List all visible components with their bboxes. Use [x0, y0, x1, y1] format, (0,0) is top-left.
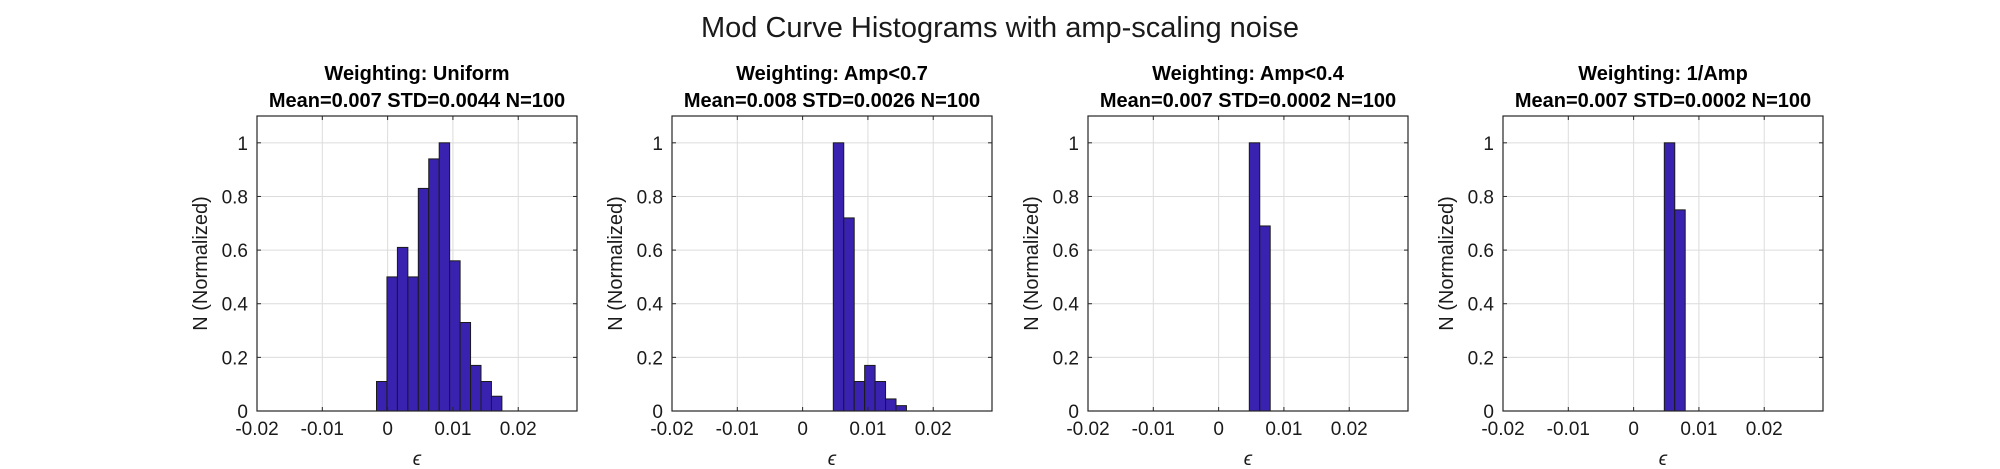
- histogram-bar: [438, 142, 451, 412]
- y-tick-label: 1: [1068, 134, 1079, 155]
- x-axis-label: ϵ: [1244, 449, 1253, 469]
- y-tick-label: 0.6: [637, 241, 663, 262]
- y-tick-label: 0.2: [1053, 348, 1079, 369]
- y-tick-label: 0.6: [1468, 241, 1494, 262]
- subplot-2: -0.02 -0.01 0 0.01 0.02 0 0.2 0.4 0.6 0.8 1 Weighti…: [605, 63, 993, 469]
- axes-background: [672, 116, 992, 411]
- y-tick-label: 0.8: [1468, 187, 1494, 208]
- histogram-bar: [470, 364, 482, 412]
- subplot-subtitle: Mean=0.007 STD=0.0044 N=100: [269, 90, 565, 112]
- histogram-bar: [376, 381, 388, 412]
- histogram-bar: [885, 398, 897, 412]
- histogram-bar: [1248, 142, 1261, 412]
- axes-box: [671, 115, 993, 412]
- histogram-bar: [428, 158, 440, 412]
- x-tick-label: -0.01: [1547, 419, 1590, 440]
- y-tick-label: 0.4: [637, 295, 664, 316]
- x-tick-label: 0: [1628, 419, 1639, 440]
- histogram-bar: [480, 381, 492, 412]
- axes-box: [1087, 115, 1409, 412]
- subplot-subtitle: Mean=0.007 STD=0.0002 N=100: [1515, 90, 1811, 112]
- y-axis-label: N (Normalized): [1021, 196, 1043, 330]
- subplot-subtitle: Mean=0.007 STD=0.0002 N=100: [1100, 90, 1396, 112]
- y-tick-label: 0: [237, 402, 248, 423]
- histogram-bar: [459, 322, 472, 412]
- x-tick-label: -0.02: [235, 419, 278, 440]
- subplot-4: -0.02 -0.01 0 0.01 0.02 0 0.2 0.4 0.6 0.8 1 Weighti…: [1436, 63, 1824, 469]
- y-tick-label: 0.2: [222, 348, 248, 369]
- subplot-1: -0.02 -0.01 0 0.01 0.02 0 0.2 0.4 0.6 0.8 1 Weighti…: [190, 63, 578, 469]
- axes-box: [256, 115, 578, 412]
- y-axis-label: N (Normalized): [1436, 196, 1458, 330]
- subplot-title: Weighting: 1/Amp: [1578, 63, 1748, 85]
- histogram-bar: [490, 395, 503, 412]
- histogram-bar: [864, 364, 876, 412]
- y-tick-label: 0.8: [637, 187, 663, 208]
- x-tick-label: 0: [797, 419, 808, 440]
- histogram-bar: [407, 276, 419, 412]
- subplot-title: Weighting: Amp<0.4: [1152, 63, 1345, 85]
- y-tick-label: 1: [1483, 134, 1494, 155]
- y-tick-label: 0.4: [1053, 295, 1080, 316]
- x-tick-label: 0.01: [1265, 419, 1302, 440]
- histogram-bar: [1674, 209, 1686, 412]
- y-axis-label: N (Normalized): [605, 196, 627, 330]
- x-tick-label: 0.02: [500, 419, 537, 440]
- y-tick-label: 0.2: [1468, 348, 1494, 369]
- y-tick-label: 0: [652, 402, 663, 423]
- histogram-bar: [386, 276, 398, 412]
- axes-background: [1503, 116, 1823, 411]
- x-tick-label: 0.01: [434, 419, 471, 440]
- x-axis-label: ϵ: [1659, 449, 1668, 469]
- histogram-bar: [1663, 142, 1676, 412]
- x-tick-label: -0.02: [650, 419, 693, 440]
- histogram-bar: [874, 381, 887, 412]
- x-tick-label: 0.02: [915, 419, 952, 440]
- histogram-bar: [449, 260, 461, 412]
- histogram-bar: [396, 246, 409, 412]
- x-tick-label: 0.01: [1680, 419, 1717, 440]
- y-tick-label: 0.8: [222, 187, 248, 208]
- x-tick-label: -0.01: [301, 419, 344, 440]
- y-tick-label: 0: [1068, 402, 1079, 423]
- y-tick-label: 1: [237, 134, 248, 155]
- x-axis-label: ϵ: [828, 449, 837, 469]
- subplot-title: Weighting: Uniform: [324, 63, 509, 85]
- x-axis-label: ϵ: [413, 449, 422, 469]
- histogram-bar: [895, 405, 907, 412]
- x-tick-label: -0.02: [1481, 419, 1524, 440]
- histogram-bar: [853, 381, 866, 412]
- subplot-subtitle: Mean=0.008 STD=0.0026 N=100: [684, 90, 980, 112]
- y-tick-label: 0.8: [1053, 187, 1079, 208]
- axes-box: [1502, 115, 1824, 412]
- subplot-3: -0.02 -0.01 0 0.01 0.02 0 0.2 0.4 0.6 0.8 1 Weighti…: [1021, 63, 1409, 469]
- figure-title: Mod Curve Histograms with amp-scaling no…: [701, 12, 1299, 44]
- y-tick-label: 0.4: [1468, 295, 1495, 316]
- histogram-bar: [832, 142, 845, 412]
- y-tick-label: 1: [652, 134, 663, 155]
- axes-background: [1088, 116, 1408, 411]
- subplot-title: Weighting: Amp<0.7: [736, 63, 928, 85]
- histogram-bar: [843, 217, 855, 412]
- y-tick-label: 0.6: [1053, 241, 1079, 262]
- x-tick-label: 0.02: [1746, 419, 1783, 440]
- y-axis-label: N (Normalized): [190, 196, 212, 330]
- y-tick-label: 0.2: [637, 348, 663, 369]
- x-tick-label: 0: [382, 419, 393, 440]
- y-tick-label: 0.4: [222, 295, 249, 316]
- y-tick-label: 0.6: [222, 241, 248, 262]
- x-tick-label: 0.01: [849, 419, 886, 440]
- x-tick-label: 0: [1213, 419, 1224, 440]
- x-tick-label: -0.01: [716, 419, 759, 440]
- y-tick-label: 0: [1483, 402, 1494, 423]
- histogram-bar: [417, 187, 430, 412]
- histogram-bar: [1259, 225, 1271, 412]
- x-tick-label: 0.02: [1331, 419, 1368, 440]
- x-tick-label: -0.01: [1132, 419, 1175, 440]
- x-tick-label: -0.02: [1066, 419, 1109, 440]
